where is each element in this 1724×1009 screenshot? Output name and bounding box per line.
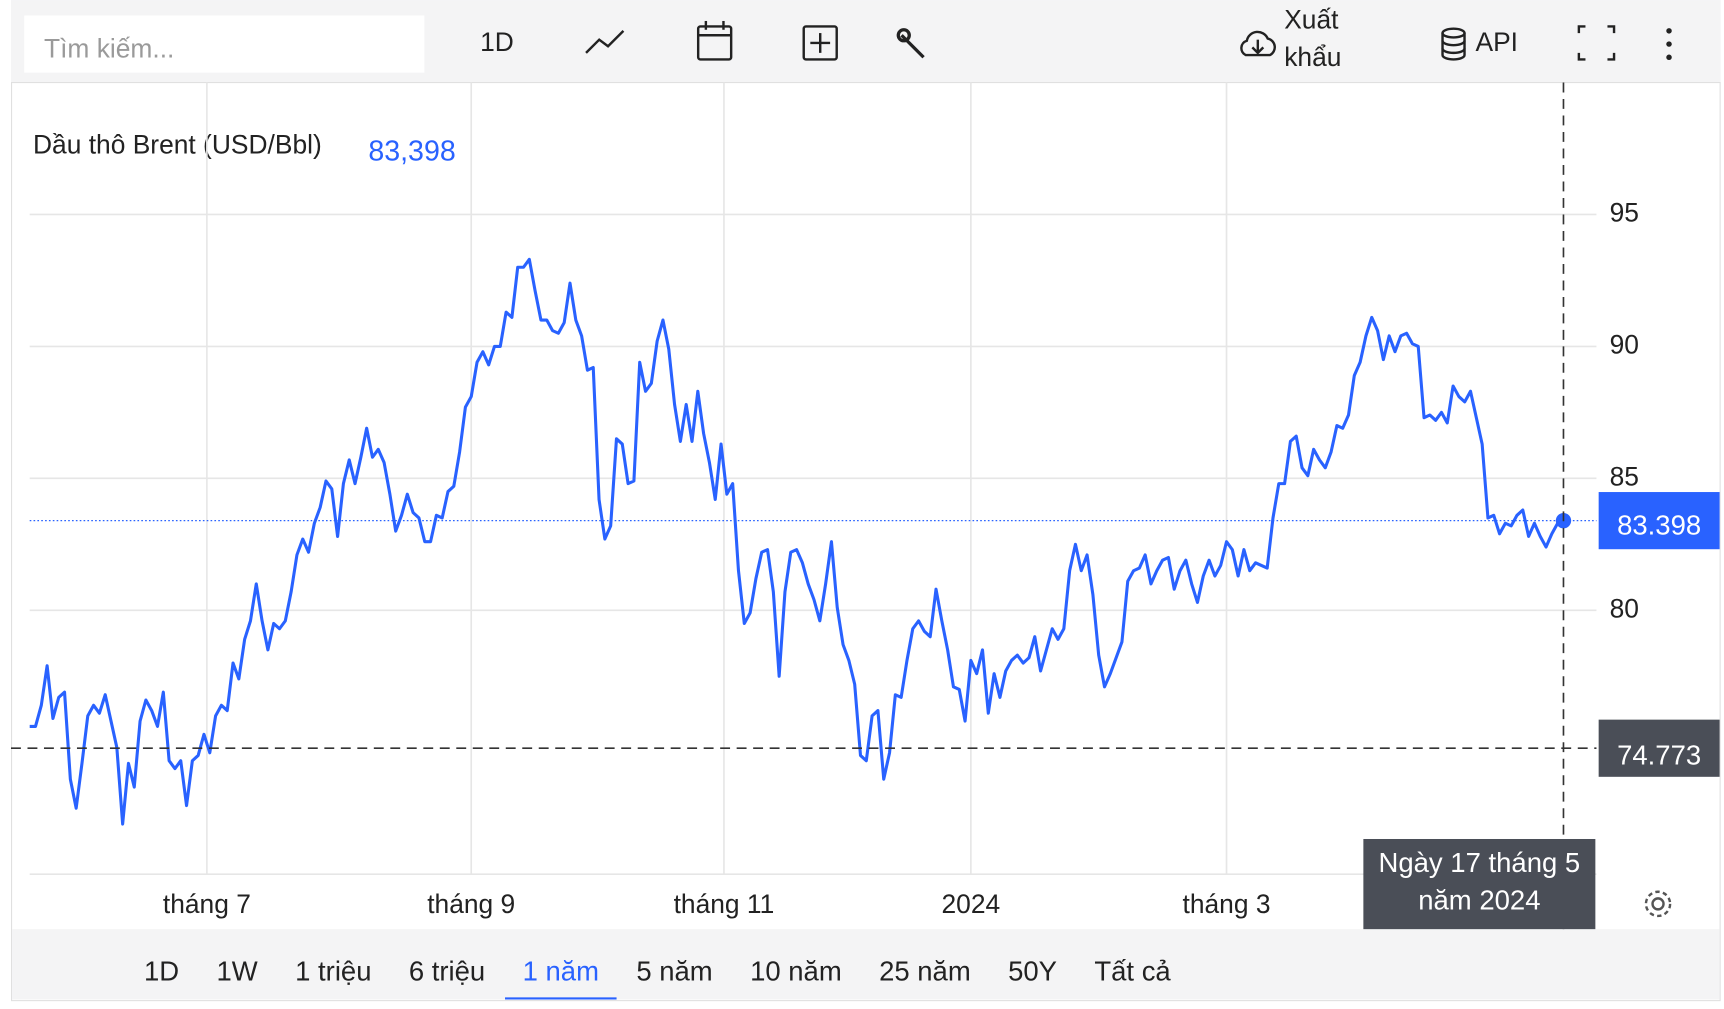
- search-box[interactable]: [24, 15, 425, 73]
- range-button[interactable]: 1W: [217, 955, 258, 986]
- crosshair-value-label: 74.773: [1617, 739, 1701, 770]
- range-button[interactable]: 5 năm: [636, 955, 712, 986]
- range-button[interactable]: 1D: [144, 955, 179, 986]
- last-price-label: 83.398: [1617, 509, 1701, 540]
- range-button[interactable]: 1 năm: [523, 955, 599, 986]
- fullscreen-icon[interactable]: [1577, 25, 1616, 61]
- search-placeholder: Tìm kiếm...: [44, 34, 174, 64]
- api-button[interactable]: API: [1476, 27, 1519, 57]
- y-tick-label: 85: [1610, 461, 1639, 491]
- export-label: Xuất khẩu: [1284, 5, 1342, 73]
- x-tick-label: 2024: [942, 889, 1001, 919]
- add-icon[interactable]: [802, 25, 838, 61]
- y-tick-label: 90: [1610, 329, 1639, 359]
- y-tick-label: 80: [1610, 593, 1639, 623]
- export-button[interactable]: Xuất khẩu: [1284, 2, 1372, 81]
- interval-button[interactable]: 1D: [480, 27, 514, 57]
- range-button[interactable]: 6 triệu: [409, 955, 485, 986]
- y-tick-label: 95: [1610, 197, 1639, 227]
- crosshair-date-label: Ngày 17 tháng 5 năm 2024: [1378, 847, 1581, 916]
- x-tick-label: tháng 7: [163, 889, 251, 919]
- range-bar: [12, 929, 1720, 1000]
- crosshair-value-tag: [1598, 719, 1720, 777]
- calendar-icon[interactable]: [696, 20, 733, 61]
- chart-title: Dầu thô Brent (USD/Bbl): [33, 129, 322, 159]
- range-button[interactable]: 50Y: [1008, 955, 1057, 986]
- x-tick-label: tháng 3: [1183, 889, 1271, 919]
- chart-frame: [10, 81, 1721, 1002]
- settings-icon[interactable]: [1644, 890, 1672, 918]
- x-tick-label: tháng 11: [674, 889, 775, 919]
- last-price-tag: [1598, 492, 1720, 550]
- legend-value: 83,398: [368, 135, 455, 167]
- wrench-icon[interactable]: [896, 28, 925, 59]
- crosshair-date-tag: [1363, 838, 1596, 930]
- more-icon[interactable]: [1666, 28, 1672, 61]
- chart-type-icon[interactable]: [585, 30, 625, 54]
- range-button[interactable]: 1 triệu: [295, 955, 371, 986]
- range-button[interactable]: 25 năm: [879, 955, 971, 986]
- range-button[interactable]: 10 năm: [750, 955, 842, 986]
- api-icon[interactable]: [1441, 27, 1466, 61]
- crosshair-date: Ngày 17 tháng 5 năm 2024: [1378, 847, 1581, 916]
- range-button[interactable]: Tất cả: [1094, 955, 1171, 986]
- download-icon[interactable]: [1240, 30, 1276, 57]
- price-line: [29, 257, 1565, 826]
- x-tick-label: tháng 9: [427, 889, 515, 919]
